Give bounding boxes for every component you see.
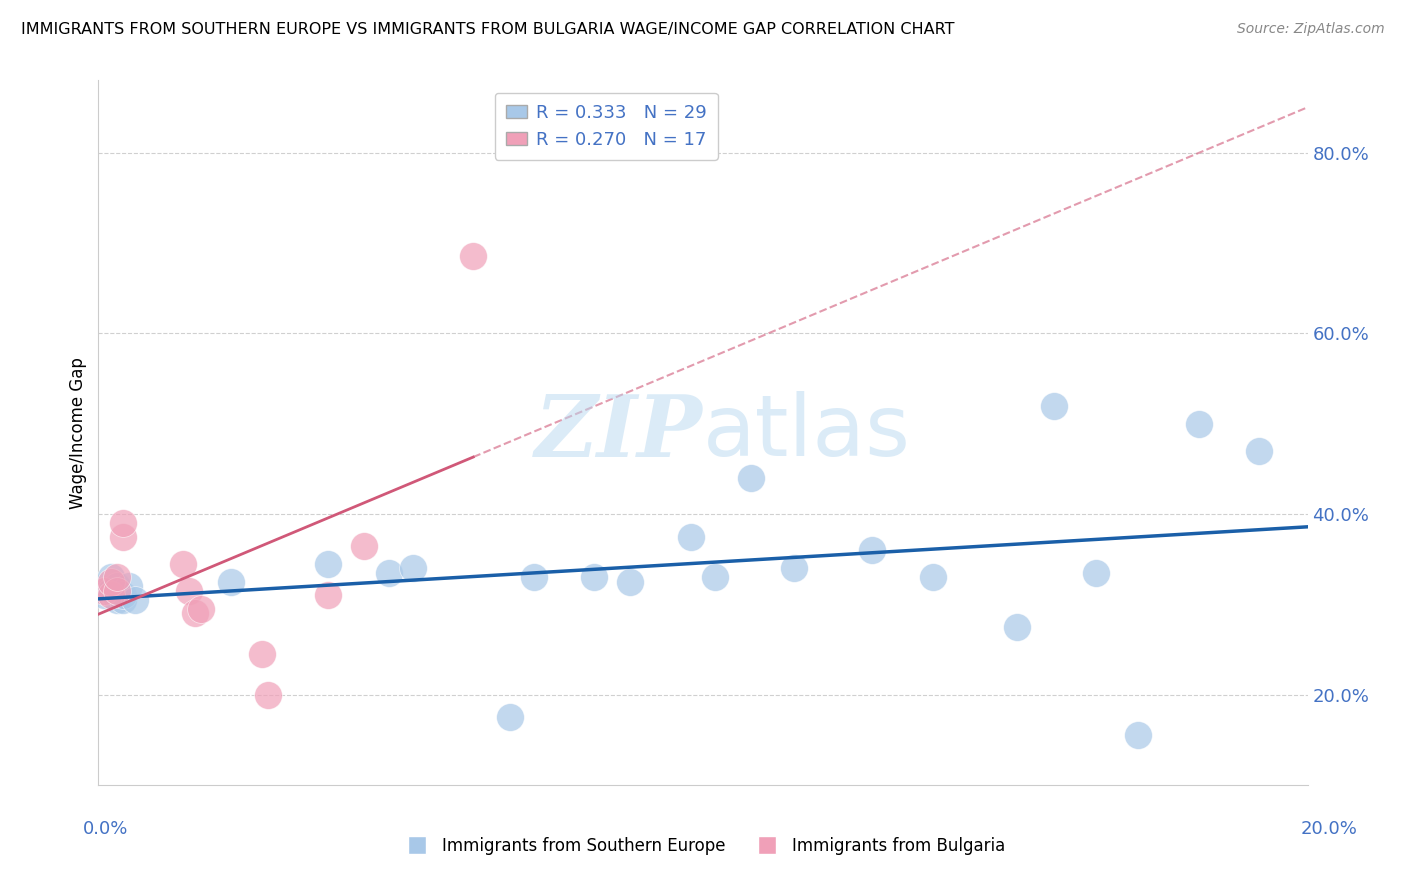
Point	[105, 583, 128, 598]
Point	[105, 570, 128, 584]
Point	[172, 557, 194, 571]
Point	[583, 570, 606, 584]
Point	[93, 583, 115, 598]
Text: Source: ZipAtlas.com: Source: ZipAtlas.com	[1237, 22, 1385, 37]
Point	[316, 557, 339, 571]
Point	[523, 570, 546, 584]
Text: 0.0%: 0.0%	[83, 820, 128, 838]
Point	[704, 570, 727, 584]
Point	[221, 574, 243, 589]
Point	[1007, 620, 1029, 634]
Point	[105, 579, 128, 593]
Point	[111, 592, 134, 607]
Point	[316, 588, 339, 602]
Point	[353, 539, 375, 553]
Point	[190, 601, 212, 615]
Point	[498, 710, 520, 724]
Point	[1249, 443, 1271, 458]
Point	[124, 592, 146, 607]
Y-axis label: Wage/Income Gap: Wage/Income Gap	[69, 357, 87, 508]
Point	[100, 583, 122, 598]
Point	[740, 471, 762, 485]
Text: 20.0%: 20.0%	[1301, 820, 1357, 838]
Text: atlas: atlas	[703, 391, 911, 475]
Point	[463, 249, 485, 264]
Point	[118, 579, 141, 593]
Point	[100, 574, 122, 589]
Point	[111, 516, 134, 530]
Point	[184, 607, 207, 621]
Point	[250, 647, 273, 661]
Point	[111, 529, 134, 543]
Point	[921, 570, 943, 584]
Point	[860, 543, 883, 558]
Text: IMMIGRANTS FROM SOUTHERN EUROPE VS IMMIGRANTS FROM BULGARIA WAGE/INCOME GAP CORR: IMMIGRANTS FROM SOUTHERN EUROPE VS IMMIG…	[21, 22, 955, 37]
Point	[783, 561, 806, 575]
Point	[179, 583, 201, 598]
Point	[100, 570, 122, 584]
Point	[679, 529, 702, 543]
Point	[93, 588, 115, 602]
Point	[100, 588, 122, 602]
Point	[256, 688, 278, 702]
Point	[105, 592, 128, 607]
Legend: R = 0.333   N = 29, R = 0.270   N = 17: R = 0.333 N = 29, R = 0.270 N = 17	[495, 93, 718, 160]
Point	[402, 561, 425, 575]
Legend: Immigrants from Southern Europe, Immigrants from Bulgaria: Immigrants from Southern Europe, Immigra…	[394, 830, 1012, 862]
Point	[111, 588, 134, 602]
Point	[1085, 566, 1108, 580]
Point	[619, 574, 641, 589]
Point	[1042, 399, 1064, 413]
Point	[1128, 728, 1150, 742]
Point	[377, 566, 399, 580]
Text: ZIP: ZIP	[536, 391, 703, 475]
Point	[1188, 417, 1211, 431]
